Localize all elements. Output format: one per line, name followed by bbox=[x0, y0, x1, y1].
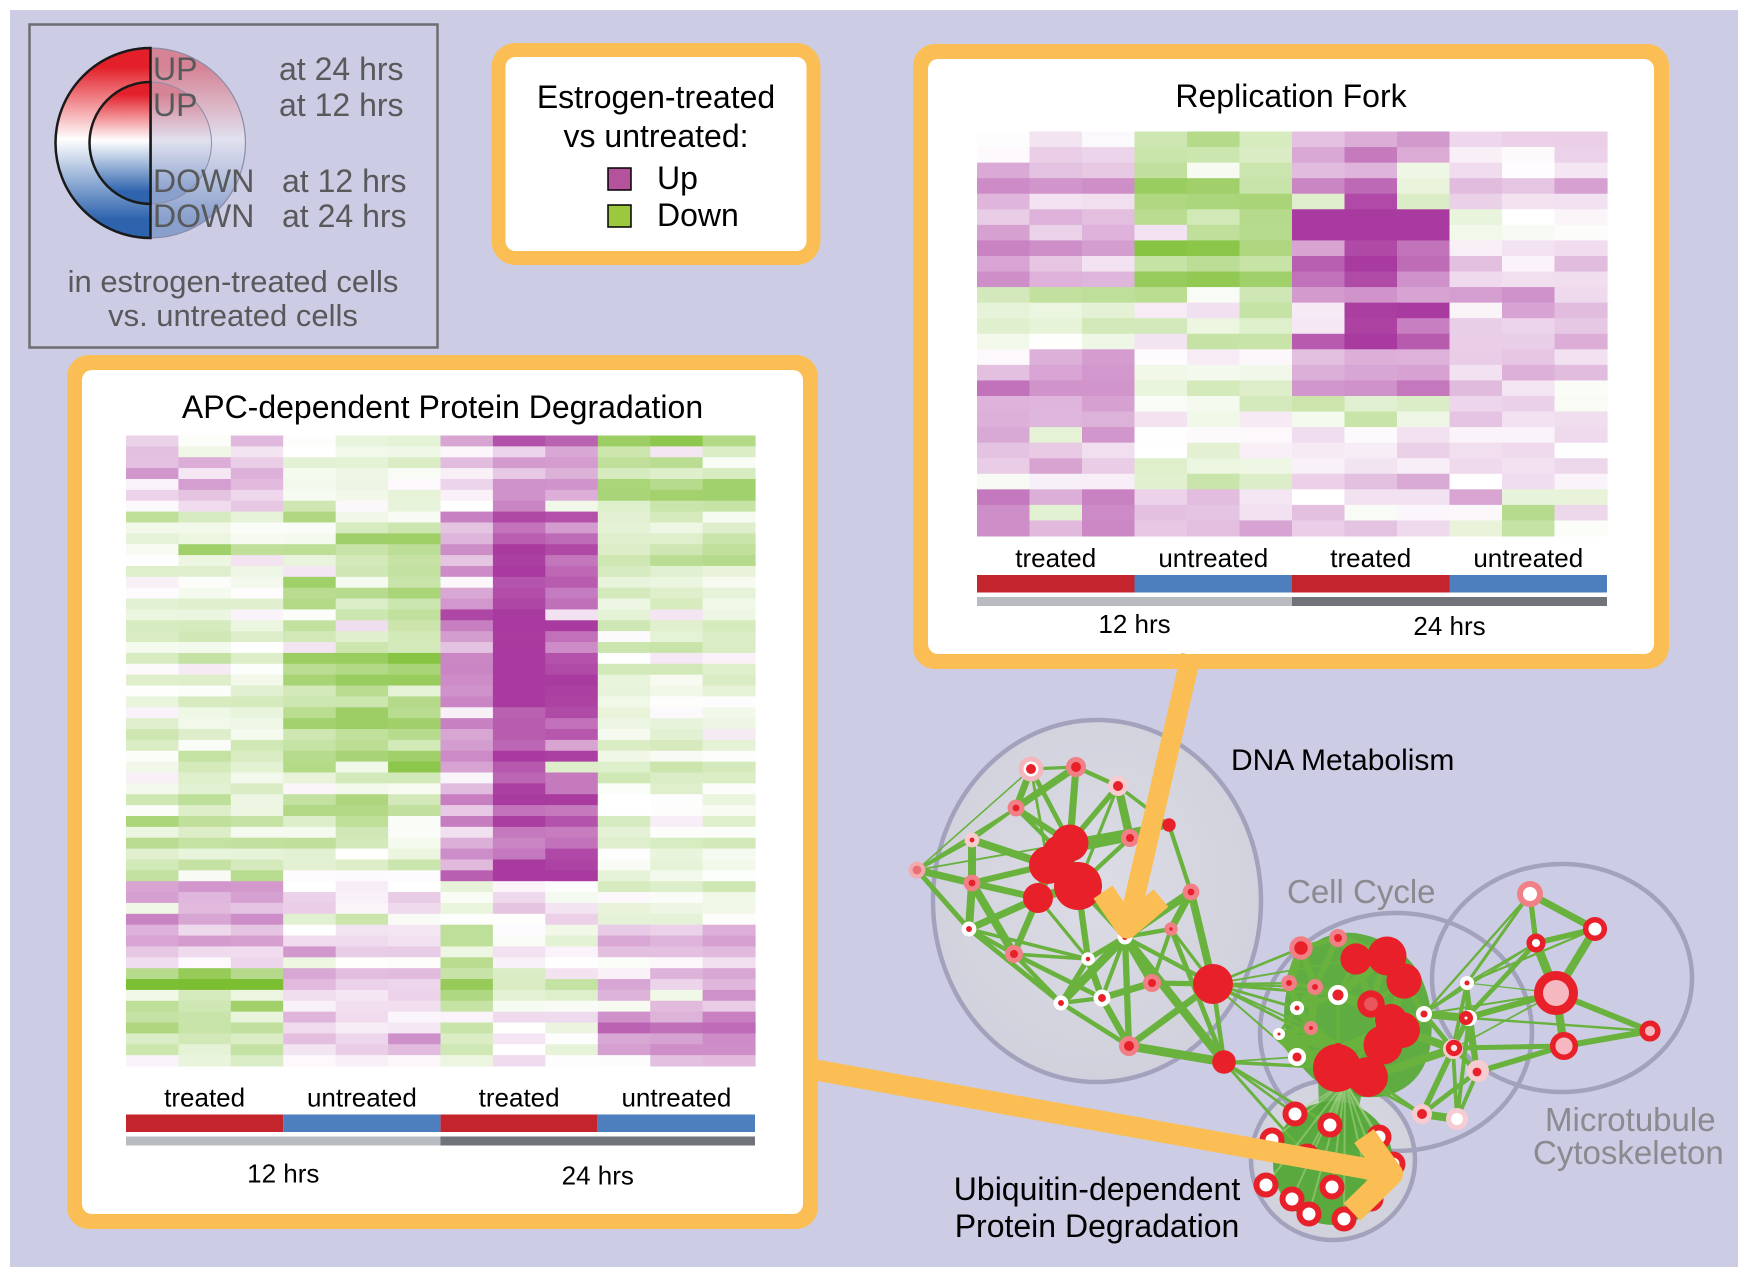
svg-text:DOWN: DOWN bbox=[153, 198, 254, 234]
svg-text:UP: UP bbox=[153, 51, 197, 87]
svg-text:Microtubule: Microtubule bbox=[1545, 1101, 1716, 1138]
svg-text:UP: UP bbox=[153, 87, 197, 123]
svg-text:Cytoskeleton: Cytoskeleton bbox=[1533, 1134, 1724, 1171]
svg-text:Down: Down bbox=[657, 197, 739, 233]
svg-text:at 24 hrs: at 24 hrs bbox=[279, 51, 404, 87]
svg-text:untreated: untreated bbox=[1473, 543, 1583, 573]
svg-text:treated: treated bbox=[1015, 543, 1096, 573]
svg-text:APC-dependent Protein Degradat: APC-dependent Protein Degradation bbox=[182, 389, 703, 425]
svg-text:untreated: untreated bbox=[1158, 543, 1268, 573]
svg-text:Protein Degradation: Protein Degradation bbox=[955, 1208, 1240, 1244]
svg-text:at 12 hrs: at 12 hrs bbox=[279, 87, 404, 123]
svg-text:vs. untreated cells: vs. untreated cells bbox=[108, 298, 358, 333]
svg-text:treated: treated bbox=[164, 1083, 245, 1113]
svg-text:at 12 hrs: at 12 hrs bbox=[282, 163, 407, 199]
svg-text:untreated: untreated bbox=[621, 1083, 731, 1113]
svg-text:DNA Metabolism: DNA Metabolism bbox=[1231, 744, 1454, 777]
svg-text:Ubiquitin-dependent: Ubiquitin-dependent bbox=[954, 1171, 1241, 1207]
svg-text:at 24 hrs: at 24 hrs bbox=[282, 198, 407, 234]
svg-text:Cell Cycle: Cell Cycle bbox=[1287, 873, 1436, 910]
svg-text:treated: treated bbox=[1330, 543, 1411, 573]
svg-text:in estrogen-treated cells: in estrogen-treated cells bbox=[68, 264, 399, 299]
svg-text:12 hrs: 12 hrs bbox=[1098, 609, 1170, 639]
svg-text:12 hrs: 12 hrs bbox=[247, 1159, 319, 1189]
svg-text:vs untreated:: vs untreated: bbox=[564, 118, 749, 154]
svg-text:Up: Up bbox=[657, 160, 698, 196]
svg-text:24 hrs: 24 hrs bbox=[1413, 611, 1485, 641]
svg-text:Estrogen-treated: Estrogen-treated bbox=[537, 79, 775, 115]
svg-text:24 hrs: 24 hrs bbox=[562, 1161, 634, 1191]
svg-text:treated: treated bbox=[479, 1083, 560, 1113]
svg-text:Replication Fork: Replication Fork bbox=[1175, 78, 1407, 114]
svg-text:untreated: untreated bbox=[307, 1083, 417, 1113]
svg-text:DOWN: DOWN bbox=[153, 163, 254, 199]
